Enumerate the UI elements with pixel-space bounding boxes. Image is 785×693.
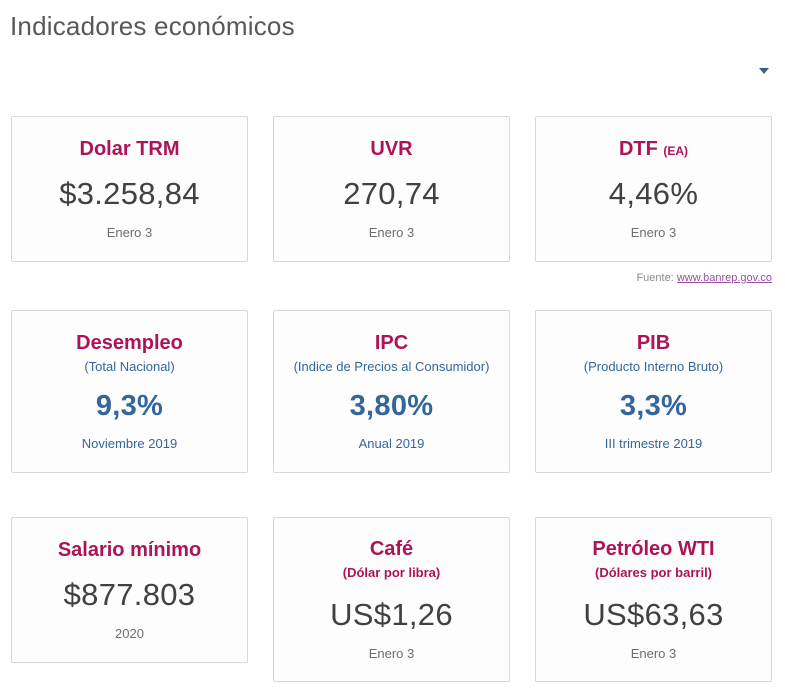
card-title-suffix: (EA) xyxy=(663,144,689,158)
card-ipc[interactable]: IPC (Indice de Precios al Consumidor) 3,… xyxy=(273,310,510,473)
cards-row-2: Desempleo (Total Nacional) 9,3% Noviembr… xyxy=(11,310,772,473)
card-value: US$1,26 xyxy=(330,596,453,632)
card-desempleo[interactable]: Desempleo (Total Nacional) 9,3% Noviembr… xyxy=(11,310,248,473)
card-uvr[interactable]: UVR 270,74 Enero 3 xyxy=(273,116,510,262)
card-title: PIB xyxy=(636,331,671,354)
caret-down-icon xyxy=(759,68,769,74)
card-petroleo-wti[interactable]: Petróleo WTI (Dólares por barril) US$63,… xyxy=(535,517,772,682)
card-title: UVR xyxy=(370,138,413,160)
card-date: Enero 3 xyxy=(106,225,153,240)
card-date: Anual 2019 xyxy=(358,436,425,452)
card-value: 3,3% xyxy=(619,390,688,423)
cards-row-3: Salario mínimo $877.803 2020 Café (Dólar… xyxy=(11,517,772,682)
card-pib[interactable]: PIB (Producto Interno Bruto) 3,3% III tr… xyxy=(535,310,772,473)
source-line: Fuente: www.banrep.gov.co xyxy=(11,271,772,286)
card-title: DTF (EA) xyxy=(619,138,688,160)
card-title: Dolar TRM xyxy=(79,138,180,160)
card-value: 270,74 xyxy=(343,176,440,211)
source-link[interactable]: www.banrep.gov.co xyxy=(676,272,772,284)
card-subtitle: (Dólar por libra) xyxy=(342,565,441,581)
cards-row-1: Dolar TRM $3.258,84 Enero 3 UVR 270,74 E… xyxy=(11,116,772,262)
card-title: Desempleo xyxy=(76,331,183,354)
card-subtitle: (Producto Interno Bruto) xyxy=(583,358,724,374)
dropdown-toggle-button[interactable] xyxy=(755,64,773,78)
source-label: Fuente: xyxy=(636,272,674,284)
card-value: $877.803 xyxy=(63,577,196,612)
card-title: Petróleo WTI xyxy=(592,538,715,561)
card-subtitle: (Dólares por barril) xyxy=(594,565,713,581)
card-subtitle: (Indice de Precios al Consumidor) xyxy=(293,358,490,374)
card-title: IPC xyxy=(374,331,409,354)
page-title: Indicadores económicos xyxy=(10,11,295,41)
card-date: Enero 3 xyxy=(630,225,677,240)
card-salario-minimo[interactable]: Salario mínimo $877.803 2020 xyxy=(11,517,248,663)
card-date: 2020 xyxy=(115,626,144,641)
card-dtf[interactable]: DTF (EA) 4,46% Enero 3 xyxy=(535,116,772,262)
card-value: 9,3% xyxy=(95,390,164,423)
card-title: Salario mínimo xyxy=(57,539,202,561)
card-date: Enero 3 xyxy=(630,645,677,661)
card-title-text: DTF xyxy=(618,138,658,160)
card-value: 3,80% xyxy=(349,390,434,423)
card-date: Enero 3 xyxy=(368,645,415,661)
card-value: 4,46% xyxy=(608,176,699,211)
card-dolar-trm[interactable]: Dolar TRM $3.258,84 Enero 3 xyxy=(11,116,248,262)
card-date: Noviembre 2019 xyxy=(81,436,178,452)
card-value: US$63,63 xyxy=(583,596,724,632)
indicators-grid: Dolar TRM $3.258,84 Enero 3 UVR 270,74 E… xyxy=(11,116,772,682)
card-title: Café xyxy=(369,538,414,561)
card-date: Enero 3 xyxy=(368,225,415,240)
card-subtitle: (Total Nacional) xyxy=(84,358,175,374)
card-cafe[interactable]: Café (Dólar por libra) US$1,26 Enero 3 xyxy=(273,517,510,682)
card-date: III trimestre 2019 xyxy=(604,436,703,452)
card-value: $3.258,84 xyxy=(59,176,200,211)
